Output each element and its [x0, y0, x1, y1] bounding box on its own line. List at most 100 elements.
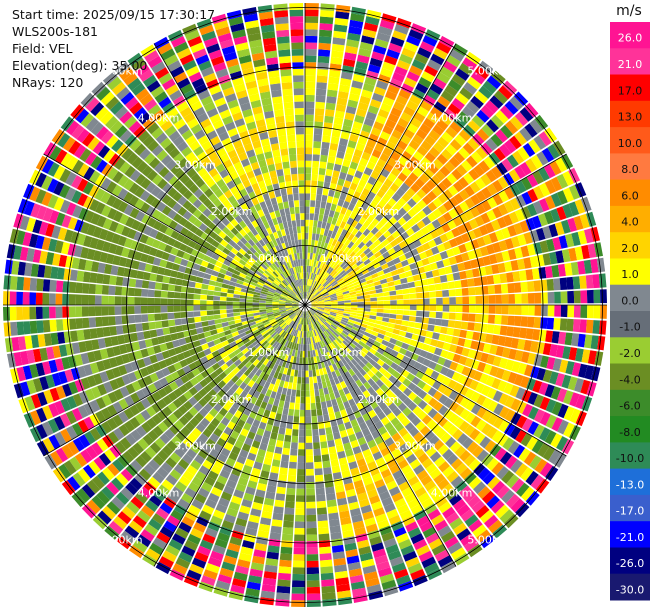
- velocity-gate: [439, 233, 449, 243]
- velocity-gate: [508, 211, 519, 224]
- velocity-gate: [436, 243, 446, 253]
- velocity-gate: [375, 266, 383, 273]
- velocity-gate: [95, 284, 103, 295]
- velocity-gate: [463, 81, 478, 95]
- velocity-gate: [36, 278, 44, 292]
- velocity-gate: [448, 196, 459, 208]
- velocity-gate: [419, 100, 433, 112]
- velocity-gate: [488, 152, 501, 165]
- velocity-gate: [342, 200, 350, 209]
- velocity-gate: [388, 207, 398, 217]
- velocity-gate: [355, 286, 362, 292]
- velocity-gate: [332, 321, 340, 327]
- velocity-gate: [538, 167, 550, 182]
- velocity-gate: [406, 411, 417, 422]
- velocity-gate: [433, 439, 445, 451]
- velocity-gate: [154, 321, 163, 329]
- velocity-gate: [454, 235, 464, 246]
- velocity-gate: [501, 369, 511, 382]
- velocity-gate: [514, 247, 523, 259]
- velocity-gate: [547, 144, 560, 159]
- velocity-gate: [375, 337, 383, 344]
- velocity-gate: [442, 189, 453, 200]
- velocity-gate: [396, 267, 405, 274]
- velocity-gate: [433, 276, 441, 284]
- velocity-gate: [286, 388, 292, 396]
- velocity-gate: [590, 258, 599, 273]
- velocity-gate: [451, 227, 461, 238]
- velocity-gate: [451, 73, 466, 87]
- velocity-gate: [173, 292, 181, 299]
- velocity-gate: [529, 119, 543, 134]
- velocity-gate: [323, 322, 330, 329]
- velocity-gate: [293, 376, 298, 384]
- velocity-gate: [335, 289, 342, 293]
- velocity-gate: [401, 222, 411, 231]
- velocity-gate: [319, 546, 332, 554]
- velocity-gate: [457, 224, 467, 235]
- velocity-gate: [49, 279, 57, 292]
- velocity-gate: [538, 198, 550, 212]
- velocity-gate: [307, 292, 310, 299]
- velocity-gate: [429, 305, 437, 311]
- velocity-gate: [423, 94, 436, 106]
- velocity-gate: [365, 16, 380, 26]
- velocity-gate: [513, 222, 524, 235]
- velocity-gate: [334, 233, 341, 241]
- velocity-gate: [501, 347, 511, 359]
- velocity-gate: [406, 276, 414, 283]
- velocity-gate: [326, 96, 337, 104]
- velocity-gate: [226, 301, 233, 305]
- velocity-gate: [442, 289, 450, 297]
- velocity-gate: [337, 213, 345, 221]
- velocity-gate: [489, 443, 502, 457]
- velocity-gate: [563, 406, 575, 421]
- velocity-gate: [160, 298, 168, 305]
- velocity-gate: [384, 379, 393, 388]
- velocity-gate: [563, 390, 574, 405]
- velocity-gate: [416, 310, 423, 317]
- velocity-gate: [270, 465, 280, 474]
- velocity-gate: [339, 192, 347, 201]
- velocity-gate: [384, 346, 393, 354]
- velocity-gate: [306, 586, 321, 594]
- velocity-gate: [336, 278, 344, 284]
- velocity-gate: [454, 280, 462, 289]
- velocity-gate: [318, 42, 331, 51]
- velocity-gate: [340, 229, 348, 237]
- velocity-gate: [320, 3, 335, 11]
- velocity-gate: [351, 278, 359, 284]
- velocity-gate: [355, 142, 366, 152]
- velocity-gate: [536, 151, 549, 166]
- velocity-gate: [470, 239, 480, 250]
- velocity-gate: [175, 325, 183, 333]
- velocity-gate: [501, 470, 515, 484]
- velocity-gate: [498, 240, 508, 252]
- velocity-gate: [335, 257, 342, 264]
- velocity-gate: [115, 276, 124, 286]
- velocity-gate: [142, 271, 151, 281]
- velocity-gate: [505, 455, 518, 469]
- velocity-gate: [259, 305, 266, 308]
- velocity-gate: [226, 313, 234, 318]
- velocity-gate: [343, 58, 356, 68]
- velocity-gate: [363, 247, 371, 255]
- velocity-gate: [315, 260, 319, 268]
- velocity-gate: [141, 314, 149, 323]
- velocity-gate: [403, 41, 419, 53]
- velocity-gate: [339, 251, 346, 259]
- velocity-gate: [502, 437, 515, 451]
- velocity-gate: [335, 157, 344, 166]
- velocity-gate: [350, 312, 357, 316]
- velocity-gate: [315, 200, 321, 208]
- velocity-gate: [542, 343, 552, 356]
- velocity-gate: [271, 459, 281, 468]
- velocity-gate: [551, 331, 560, 344]
- velocity-gate: [362, 334, 370, 341]
- velocity-gate: [382, 251, 390, 259]
- velocity-gate: [342, 159, 351, 168]
- velocity-gate: [380, 102, 392, 113]
- velocity-gate: [345, 45, 358, 55]
- velocity-gate: [337, 267, 344, 274]
- velocity-gate: [573, 215, 584, 231]
